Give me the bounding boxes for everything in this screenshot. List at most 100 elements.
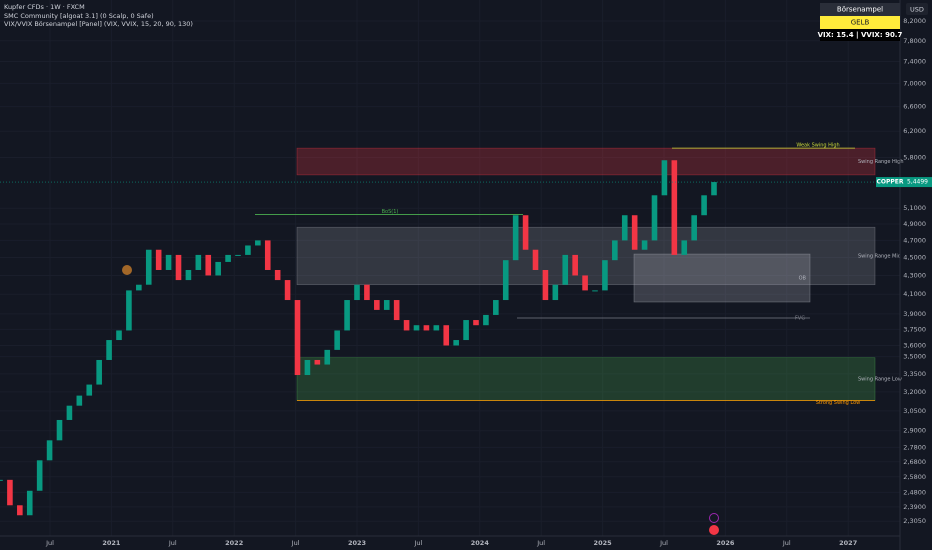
price-tick-label: 6,2000: [903, 127, 926, 135]
panel-status-bg: [820, 16, 900, 29]
level-label: Weak Swing High: [796, 143, 839, 149]
candle: [433, 325, 440, 331]
candle: [711, 182, 717, 196]
price-tick-label: 7,4000: [903, 58, 926, 66]
symbol-tag-text: COPPER: [876, 179, 903, 186]
price-tick-label: 4,3000: [903, 271, 926, 279]
candle: [364, 284, 370, 301]
zone-label: Swing Range High: [858, 159, 904, 165]
candle: [552, 284, 559, 301]
candle: [106, 340, 112, 360]
price-tick-label: 4,9000: [903, 220, 926, 228]
price-tick-label: 2,7800: [903, 443, 926, 451]
candle: [165, 254, 172, 270]
candle: [314, 359, 321, 365]
price-tick-label: 7,8000: [903, 37, 926, 45]
candle: [641, 240, 648, 250]
candle: [443, 325, 450, 346]
candle: [205, 254, 212, 276]
candle: [225, 254, 231, 262]
candle: [413, 325, 420, 331]
time-tick-label: 2025: [594, 539, 613, 547]
zone-label: Swing Range Mid: [858, 253, 901, 259]
price-tick-label: 2,5800: [903, 473, 926, 481]
time-tick-label: Jul: [291, 539, 300, 547]
price-tick-label: 6,6000: [903, 103, 926, 111]
candle: [691, 215, 697, 241]
price-tick-label: 3,3500: [903, 370, 926, 378]
zone-label: OB: [799, 276, 807, 282]
candle: [542, 269, 549, 301]
candle: [116, 330, 122, 341]
panel-title: Börsenampel: [837, 6, 883, 14]
last-price-text: 5,4499: [907, 179, 928, 186]
candle: [126, 290, 132, 331]
candle: [354, 284, 360, 301]
candle: [631, 215, 638, 250]
time-tick-label: 2023: [348, 539, 366, 547]
candle: [612, 240, 618, 261]
level-label: BoS(1): [382, 209, 399, 215]
candle: [532, 249, 539, 270]
price-tick-label: 2,3900: [903, 503, 926, 511]
candle: [36, 460, 43, 491]
time-tick-label: Jul: [536, 539, 545, 547]
level-label: Strong Swing Low: [816, 400, 861, 406]
price-tick-label: 5,8000: [903, 154, 926, 162]
time-tick-label: 2024: [471, 539, 490, 547]
event-icon[interactable]: [709, 525, 719, 535]
candle: [56, 419, 63, 441]
candle: [562, 254, 569, 285]
currency: USD: [910, 6, 924, 14]
time-tick-label: 2026: [716, 539, 735, 547]
candle: [145, 249, 152, 285]
candle: [245, 245, 251, 255]
candle: [661, 160, 668, 196]
candle: [185, 269, 192, 281]
zones: Swing Range High Swing Range Mid Swing Ran…: [255, 143, 904, 406]
candle: [651, 195, 658, 241]
panel-readout: VIX: 15.4 | VVIX: 90.7: [818, 31, 903, 40]
grid: [0, 0, 900, 536]
time-tick-label: Jul: [413, 539, 422, 547]
candle: [502, 260, 509, 301]
zone: [633, 253, 811, 303]
candle: [136, 284, 142, 291]
candle: [155, 249, 162, 270]
price-tick-label: 2,4800: [903, 488, 926, 496]
price-tick-label: 8,2000: [903, 17, 926, 25]
time-tick-label: Jul: [659, 539, 668, 547]
price-tick-label: 3,6000: [903, 341, 926, 349]
price-tick-label: 2,3050: [903, 517, 926, 525]
panel-status: GELB: [851, 19, 870, 27]
candle: [383, 300, 390, 310]
candle: [235, 254, 241, 256]
price-tick-label: 3,0500: [903, 407, 926, 415]
price-tick-label: 4,1000: [903, 290, 926, 298]
candle: [522, 215, 529, 250]
currency-box[interactable]: [906, 3, 928, 15]
candle: [7, 479, 13, 506]
price-tick-label: 2,6800: [903, 458, 926, 466]
time-tick-label: Jul: [782, 539, 791, 547]
candle: [572, 254, 578, 276]
candle: [17, 505, 23, 516]
candle: [671, 160, 678, 255]
price-tick-label: 3,9000: [903, 310, 926, 318]
candle: [175, 254, 182, 281]
axes: 8,2000 7,8000 7,4000 7,0000 6,6000 6,2000 5,80…: [0, 17, 932, 547]
candle: [255, 240, 261, 246]
candle: [284, 280, 291, 301]
candle: [512, 215, 519, 261]
event-icon[interactable]: [709, 513, 719, 523]
time-tick-label: 2021: [102, 539, 121, 547]
price-tick-label: 2,9000: [903, 427, 926, 435]
price-tick-label: 3,7500: [903, 325, 926, 333]
event-marker[interactable]: [122, 265, 132, 275]
time-tick-label: Jul: [45, 539, 54, 547]
candle: [324, 349, 331, 365]
candle: [621, 215, 628, 241]
indicator-legend: SMC Community [algoat 3.1] (0 Scalp, 0 S…: [4, 12, 154, 20]
candle: [26, 490, 33, 516]
candle: [701, 195, 707, 216]
